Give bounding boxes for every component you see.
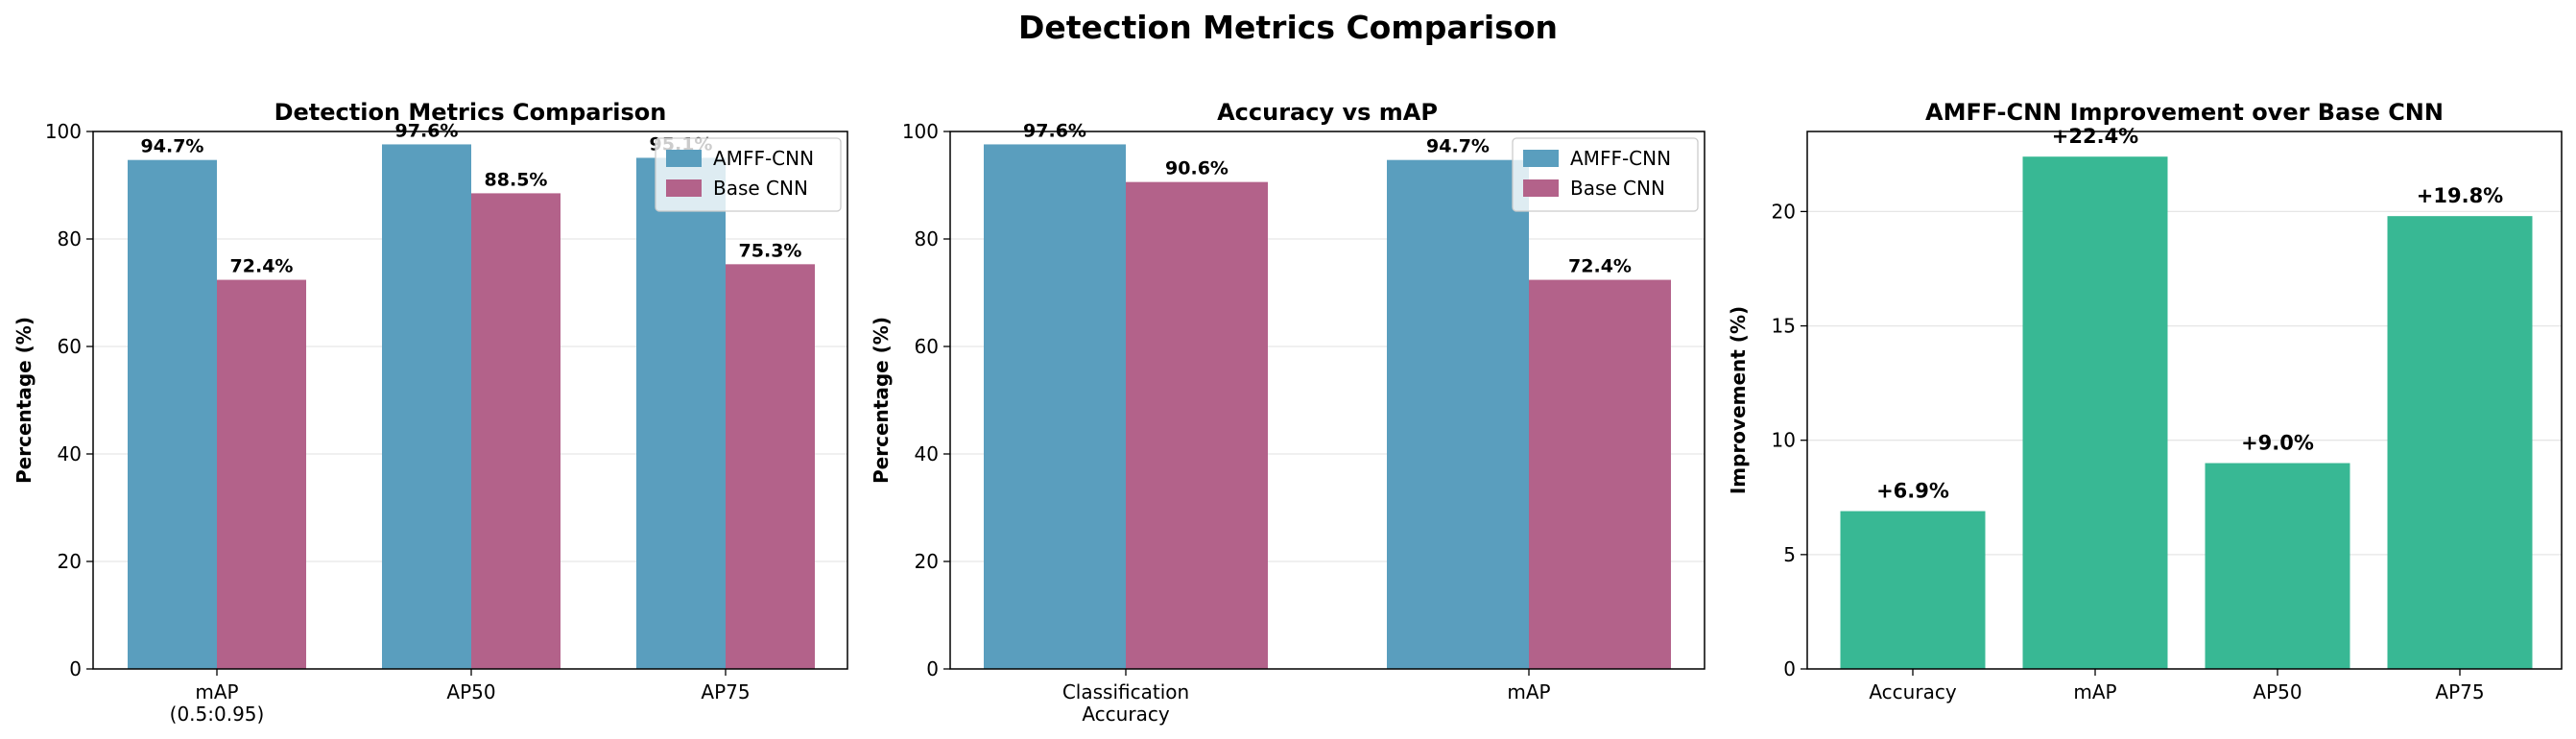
legend: AMFF-CNN Base CNN: [655, 137, 842, 212]
x-tick-label: Accuracy: [1082, 703, 1169, 726]
bar: [1387, 159, 1529, 669]
figure-suptitle: Detection Metrics Comparison: [1018, 9, 1558, 46]
legend-label: AMFF-CNN: [713, 147, 814, 170]
y-axis-label: Percentage (%): [870, 317, 893, 484]
bar: [726, 264, 815, 669]
legend: AMFF-CNN Base CNN: [1512, 137, 1699, 212]
x-tick-label: AP50: [446, 680, 495, 703]
legend-label: Base CNN: [713, 177, 808, 200]
bar-value-label: 75.3%: [739, 240, 802, 261]
bar-value-label: 72.4%: [1568, 256, 1632, 277]
y-tick-label: 20: [1772, 200, 1796, 223]
chart-title: Detection Metrics Comparison: [274, 99, 667, 126]
bar: [471, 193, 561, 669]
y-tick-label: 60: [915, 335, 939, 358]
bar: [382, 144, 471, 669]
y-tick-label: 0: [69, 657, 82, 680]
axes-frame: [949, 131, 1705, 670]
x-tick-label: mAP: [195, 680, 238, 703]
legend-swatch: [666, 150, 702, 167]
x-tick-label: Accuracy: [1869, 680, 1956, 703]
bar: [2387, 216, 2533, 669]
bar-value-label: 72.4%: [230, 256, 294, 277]
bar-value-label: 90.6%: [1165, 158, 1228, 179]
bar: [984, 144, 1126, 669]
legend-box: [655, 137, 842, 212]
axes-frame: [92, 131, 848, 670]
legend-label: AMFF-CNN: [1570, 147, 1671, 170]
y-tick-label: 60: [58, 335, 82, 358]
chart-title: Accuracy vs mAP: [1217, 99, 1438, 126]
legend-swatch: [1523, 150, 1559, 167]
x-tick-label: mAP: [1507, 680, 1550, 703]
legend-box: [1512, 137, 1699, 212]
y-tick-label: 0: [1783, 657, 1796, 680]
y-tick-label: 100: [902, 120, 939, 143]
y-tick-label: 80: [58, 227, 82, 250]
bar: [1126, 181, 1268, 669]
y-tick-label: 20: [58, 550, 82, 573]
y-tick-label: 100: [45, 120, 82, 143]
x-tick-label: AP75: [2435, 680, 2484, 703]
x-tick-label: mAP: [2073, 680, 2116, 703]
bar: [2022, 156, 2168, 669]
chart-panel-1: 02040608010094.7%97.6%95.1%72.4%88.5%75.…: [12, 99, 848, 726]
y-tick-label: 40: [58, 442, 82, 465]
bar-value-label: +6.9%: [1876, 480, 1949, 503]
bar: [636, 157, 726, 669]
y-tick-label: 80: [915, 227, 939, 250]
y-tick-label: 10: [1772, 429, 1796, 452]
legend-swatch: [1523, 179, 1559, 197]
bar-value-label: +22.4%: [2052, 125, 2138, 148]
bar-value-label: 94.7%: [141, 136, 204, 157]
legend-label: Base CNN: [1570, 177, 1665, 200]
x-tick-label: AP50: [2253, 680, 2302, 703]
y-axis-label: Percentage (%): [12, 317, 36, 484]
y-tick-label: 40: [915, 442, 939, 465]
bar-value-label: +19.8%: [2417, 184, 2503, 207]
bar: [2205, 463, 2350, 669]
y-tick-label: 15: [1772, 315, 1796, 338]
y-tick-label: 0: [926, 657, 939, 680]
x-tick-label: AP75: [701, 680, 750, 703]
chart-title: AMFF-CNN Improvement over Base CNN: [1925, 99, 2444, 126]
chart-panel-3: 0 5 10 15 20 +6.9% +22.4% +9.0% +19.8% Accuracy mA…: [1727, 99, 2563, 703]
y-axis-label: Improvement (%): [1727, 306, 1750, 494]
bar-value-label: 94.7%: [1426, 136, 1490, 157]
x-tick-label: Classification: [1062, 680, 1189, 703]
bar-value-label: +9.0%: [2241, 432, 2314, 455]
bar-value-label: 88.5%: [485, 169, 548, 190]
y-tick-label: 5: [1783, 543, 1796, 566]
bar: [217, 279, 306, 669]
y-tick-label: 20: [915, 550, 939, 573]
bar: [1840, 511, 1986, 669]
axes-frame: [1806, 131, 2563, 670]
bar: [1529, 279, 1671, 669]
bar: [128, 159, 217, 669]
x-tick-label: (0.5:0.95): [170, 703, 265, 726]
legend-swatch: [666, 179, 702, 197]
